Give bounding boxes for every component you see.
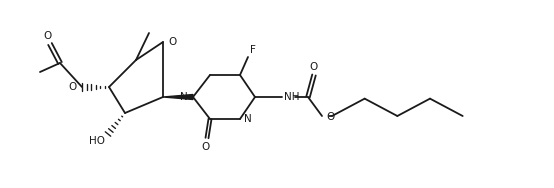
Text: O: O [69,82,77,92]
Text: N: N [244,114,252,124]
Text: N: N [180,92,188,102]
Text: F: F [250,45,256,55]
Text: O: O [44,31,52,41]
Polygon shape [163,95,193,99]
Text: HO: HO [89,136,105,146]
Text: O: O [168,37,176,47]
Text: O: O [310,62,318,72]
Text: O: O [201,142,209,152]
Text: NH: NH [284,92,300,102]
Text: O: O [326,112,334,122]
